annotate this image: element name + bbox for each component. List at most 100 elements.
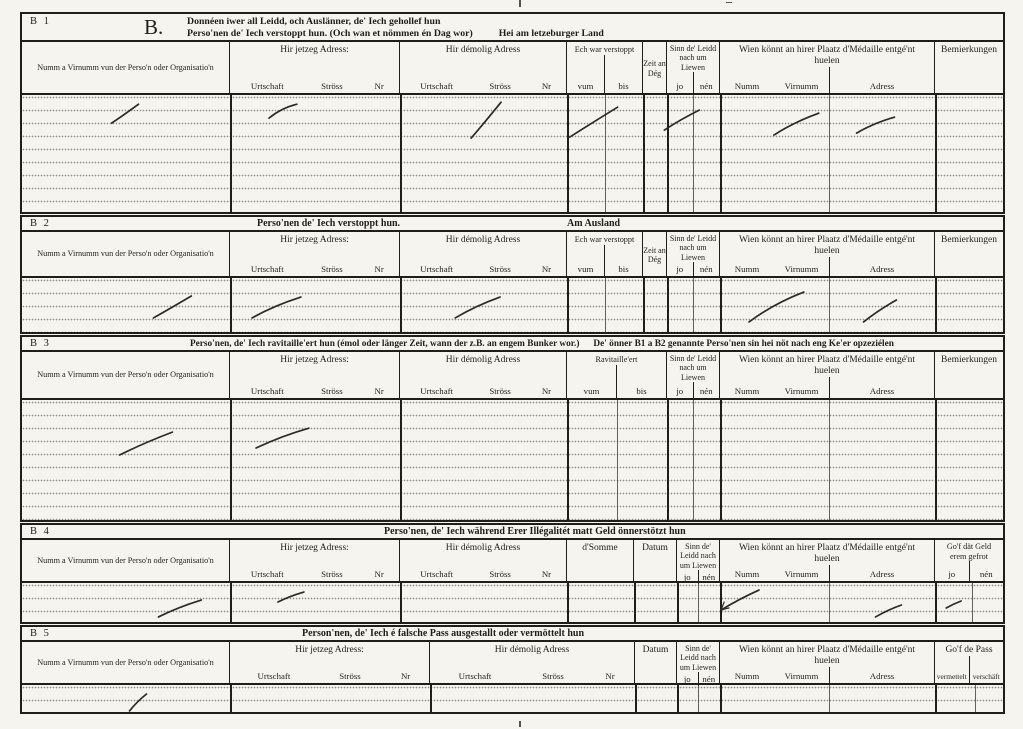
col-numm-a-virnumm: Numm a Virnumm vun der Perso'n oder Orga… bbox=[22, 232, 230, 276]
col-wien-konnt-medaille: Wien könnt an hirer Plaatz d'Médaille en… bbox=[720, 232, 935, 276]
sub-label-nr: Nr bbox=[400, 671, 411, 681]
section-b5: B 5 Person'nen, de' Iech é falsche Pass … bbox=[20, 625, 1005, 714]
sub-label-adress: Adress bbox=[829, 67, 934, 93]
col-label: Hir démolig Adress bbox=[445, 543, 521, 553]
col-zeit-an-deg: Zeit an Dég bbox=[643, 42, 667, 93]
pen-stroke bbox=[118, 431, 174, 456]
pen-stroke bbox=[128, 693, 148, 712]
sub-label-vum: vum bbox=[583, 386, 600, 396]
pen-stroke bbox=[157, 599, 203, 618]
pen-stroke bbox=[470, 101, 502, 139]
section-b3-entries bbox=[20, 400, 1005, 522]
section-b5-header: Numm a Virnumm vun der Perso'n oder Orga… bbox=[20, 640, 1005, 687]
pen-stroke bbox=[568, 106, 619, 138]
section-title-line1: Donnéen iwer all Leidd, och Auslänner, d… bbox=[187, 16, 441, 27]
section-b3-titlebar: B 3 Perso'nen, de' Iech ravitaille'ert h… bbox=[20, 335, 1005, 350]
col-hir-demolig-adress: Hir démolig Adress Urtschaft Ströss Nr bbox=[400, 540, 567, 581]
col-bemierkungen: Bemierkungen bbox=[935, 42, 1003, 93]
pen-marks bbox=[157, 589, 963, 618]
scan-mark bbox=[726, 2, 732, 3]
pen-stroke bbox=[251, 296, 302, 319]
sub-label-virnumm: Virnumm bbox=[784, 671, 819, 681]
sub-label-virnumm: Virnumm bbox=[784, 386, 819, 396]
sub-label-bis: bis bbox=[604, 54, 642, 93]
col-zeit-an-deg: Zeit an Dég bbox=[643, 232, 667, 276]
col-ravitailleert: Ravitaille'ert vum bis bbox=[567, 352, 667, 398]
sub-label-nr: Nr bbox=[541, 386, 552, 396]
sub-label-stross: Ströss bbox=[489, 81, 511, 91]
sub-label-numm: Numm bbox=[734, 81, 760, 91]
col-wien-konnt-medaille: Wien könnt an hirer Plaatz d'Médaille en… bbox=[720, 352, 935, 398]
col-label: Sinn de' Leidd nach um Liewen bbox=[669, 44, 717, 72]
section-b2-header: Numm a Virnumm vun der Perso'n oder Orga… bbox=[20, 230, 1005, 278]
section-b4-entries bbox=[20, 583, 1005, 624]
pen-stroke bbox=[110, 103, 140, 124]
sub-label-urtschaft: Urtschaft bbox=[420, 386, 453, 396]
sub-label-nr: Nr bbox=[374, 386, 384, 396]
sub-label-jo: jo bbox=[948, 569, 956, 579]
pen-stroke bbox=[874, 604, 903, 618]
col-datum: Datum bbox=[634, 540, 677, 581]
pen-stroke bbox=[945, 600, 963, 609]
col-numm-a-virnumm: Numm a Virnumm vun der Perso'n oder Orga… bbox=[22, 352, 230, 398]
sub-label-numm: Numm bbox=[734, 264, 760, 274]
sub-label-virnumm: Virnumm bbox=[784, 81, 819, 91]
section-b1-titlebar: B 1 B. Donnéen iwer all Leidd, och Auslä… bbox=[20, 12, 1005, 40]
sub-label-stross: Ströss bbox=[489, 264, 511, 274]
sub-label-adress: Adress bbox=[829, 667, 934, 683]
col-hir-jetzeg-adress: Hir jetzeg Adress: Urtschaft Ströss Nr bbox=[230, 42, 400, 93]
sub-label-stross: Ströss bbox=[321, 81, 343, 91]
col-label: Hir démolig Adress bbox=[445, 235, 521, 245]
pen-stroke-arrowhead bbox=[720, 601, 730, 611]
col-label: Numm a Virnumm vun der Perso'n oder Orga… bbox=[37, 657, 214, 667]
sub-label-adress: Adress bbox=[829, 377, 934, 398]
col-hir-jetzeg-adress: Hir jetzeg Adress: Urtschaft Ströss Nr bbox=[230, 232, 400, 276]
sub-label-urtschaft: Urtschaft bbox=[250, 569, 284, 579]
sub-label-nr: Nr bbox=[541, 264, 552, 274]
col-label: Wien könnt an hirer Plaatz d'Médaille en… bbox=[738, 355, 916, 377]
col-label: Wien könnt an hirer Plaatz d'Médaille en… bbox=[738, 235, 916, 257]
col-hir-jetzeg-adress: Hir jetzeg Adress: Urtschaft Ströss Nr bbox=[230, 540, 400, 581]
sub-label-nen: nén bbox=[697, 570, 720, 585]
section-title: Perso'nen, de' Iech ravitaille'ert hun (… bbox=[190, 339, 580, 349]
col-label: d'Somme bbox=[582, 543, 618, 553]
col-label: Go'f dät Geld erem gefrot bbox=[946, 542, 992, 561]
sub-label-verschaft: verschäft bbox=[968, 656, 1004, 683]
section-b4-titlebar: B 4 Perso'nen, de' Iech während Erer Ill… bbox=[20, 523, 1005, 538]
col-label: Sinn de' Leidd nach um Liewen bbox=[679, 542, 717, 570]
pen-stroke bbox=[862, 299, 898, 323]
col-label: Hir jetzeg Adress: bbox=[280, 355, 349, 365]
pen-marks bbox=[110, 101, 896, 139]
col-label: Bemierkungen bbox=[941, 45, 997, 55]
sub-label-nr: Nr bbox=[541, 81, 552, 91]
sub-label-stross: Ströss bbox=[489, 569, 511, 579]
sub-label-jo: jo bbox=[683, 674, 691, 685]
section-b5-titlebar: B 5 Person'nen, de' Iech é falsche Pass … bbox=[20, 625, 1005, 640]
sub-label-vermettelt: vermettelt bbox=[936, 672, 967, 681]
sub-label-urtschaft: Urtschaft bbox=[420, 264, 453, 274]
sub-label-nr: Nr bbox=[374, 81, 384, 91]
form-part-letter: B. bbox=[144, 15, 164, 39]
section-b1: B 1 B. Donnéen iwer all Leidd, och Auslä… bbox=[20, 12, 1005, 214]
col-wien-konnt-medaille: Wien könnt an hirer Plaatz d'Médaille en… bbox=[720, 642, 935, 683]
col-wien-konnt-medaille: Wien könnt an hirer Plaatz d'Médaille en… bbox=[720, 42, 935, 93]
col-ech-war-verstoppt: Ech war verstoppt vum bis bbox=[567, 232, 643, 276]
sub-label-jo: jo bbox=[676, 264, 684, 275]
col-bemierkungen: Bemierkungen bbox=[935, 352, 1003, 398]
col-gof-de-pass: Go'f de Pass vermettelt verschäft bbox=[935, 642, 1003, 683]
col-label: Datum bbox=[642, 645, 669, 655]
pen-stroke bbox=[773, 112, 820, 136]
section-b4: B 4 Perso'nen, de' Iech während Erer Ill… bbox=[20, 523, 1005, 624]
col-datum: Datum bbox=[635, 642, 677, 683]
col-sinn-de-leidd: Sinn de' Leidd nach um Liewen jo nén bbox=[677, 540, 720, 585]
sub-label-jo: jo bbox=[676, 386, 684, 396]
section-title-note: De' önner B1 a B2 genannte Perso'nen sin… bbox=[593, 339, 894, 349]
sub-label-stross: Ströss bbox=[321, 386, 343, 396]
col-gof-dat-geld: Go'f dät Geld erem gefrot jo nén bbox=[935, 540, 1003, 581]
section-id: B 1 bbox=[30, 16, 51, 27]
section-b2-titlebar: B 2 Perso'nen de' Iech verstoppt hun. Am… bbox=[20, 215, 1005, 230]
section-b3: B 3 Perso'nen, de' Iech ravitaille'ert h… bbox=[20, 335, 1005, 522]
col-label: Hir jetzeg Adress: bbox=[280, 543, 349, 553]
section-title: Perso'nen, de' Iech während Erer Illégal… bbox=[384, 526, 686, 537]
